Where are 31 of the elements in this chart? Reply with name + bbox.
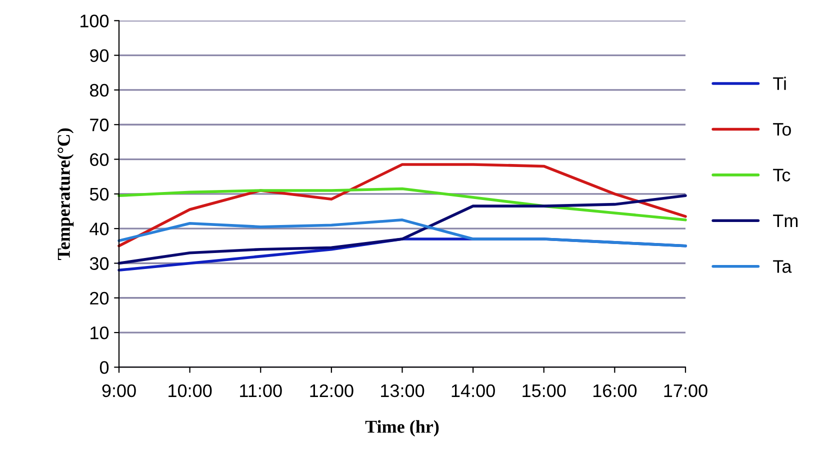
y-tick-label: 70 <box>90 118 109 132</box>
x-tick-label: 15:00 <box>522 384 566 398</box>
y-tick-label: 80 <box>90 84 109 97</box>
x-tick-label: 17:00 <box>664 384 708 398</box>
line-series <box>118 218 687 248</box>
legend-label: Ti <box>773 76 786 90</box>
y-tick-label: 0 <box>100 361 109 374</box>
legend-label: Ta <box>773 260 792 273</box>
legend-label: Tm <box>773 214 798 227</box>
line-series <box>118 194 687 265</box>
y-tick-label: 10 <box>90 326 109 340</box>
x-tick-label: 9:00 <box>102 384 136 398</box>
line-series <box>118 187 687 222</box>
y-tick-label: 100 <box>80 14 109 28</box>
y-tick-label: 60 <box>90 153 109 166</box>
x-tick-label: 11:00 <box>240 384 282 398</box>
x-tick-label: 10:00 <box>168 384 212 398</box>
x-tick-label: 16:00 <box>593 384 637 398</box>
y-tick-label: 20 <box>90 292 109 305</box>
x-axis-title: Time (hr) <box>365 420 439 437</box>
legend-label: Tc <box>773 168 790 182</box>
x-tick-label: 12:00 <box>310 384 354 398</box>
x-tick-label: 13:00 <box>381 384 424 398</box>
y-tick-label: 90 <box>90 49 109 62</box>
legend-label: To <box>773 123 791 136</box>
line-series <box>118 163 687 248</box>
y-tick-label: 30 <box>90 257 109 270</box>
y-tick-label: 50 <box>90 188 109 201</box>
y-tick-label: 40 <box>90 222 109 236</box>
y-axis-title: Temperature(°C) <box>57 128 74 260</box>
x-tick-label: 14:00 <box>452 384 495 398</box>
